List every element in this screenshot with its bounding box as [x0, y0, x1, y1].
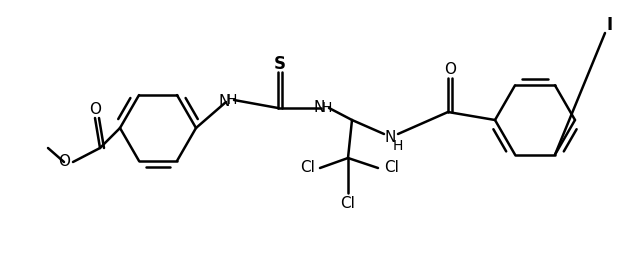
Text: I: I: [607, 16, 613, 34]
Text: H: H: [322, 101, 332, 115]
Text: N: N: [218, 94, 230, 109]
Text: Cl: Cl: [385, 160, 399, 175]
Text: N: N: [314, 100, 324, 115]
Text: Cl: Cl: [301, 160, 316, 175]
Text: O: O: [58, 154, 70, 169]
Text: S: S: [274, 55, 286, 73]
Text: H: H: [393, 139, 403, 153]
Text: Cl: Cl: [340, 195, 355, 210]
Text: O: O: [89, 103, 101, 118]
Text: H: H: [227, 93, 237, 107]
Text: N: N: [384, 130, 396, 145]
Text: O: O: [444, 63, 456, 78]
